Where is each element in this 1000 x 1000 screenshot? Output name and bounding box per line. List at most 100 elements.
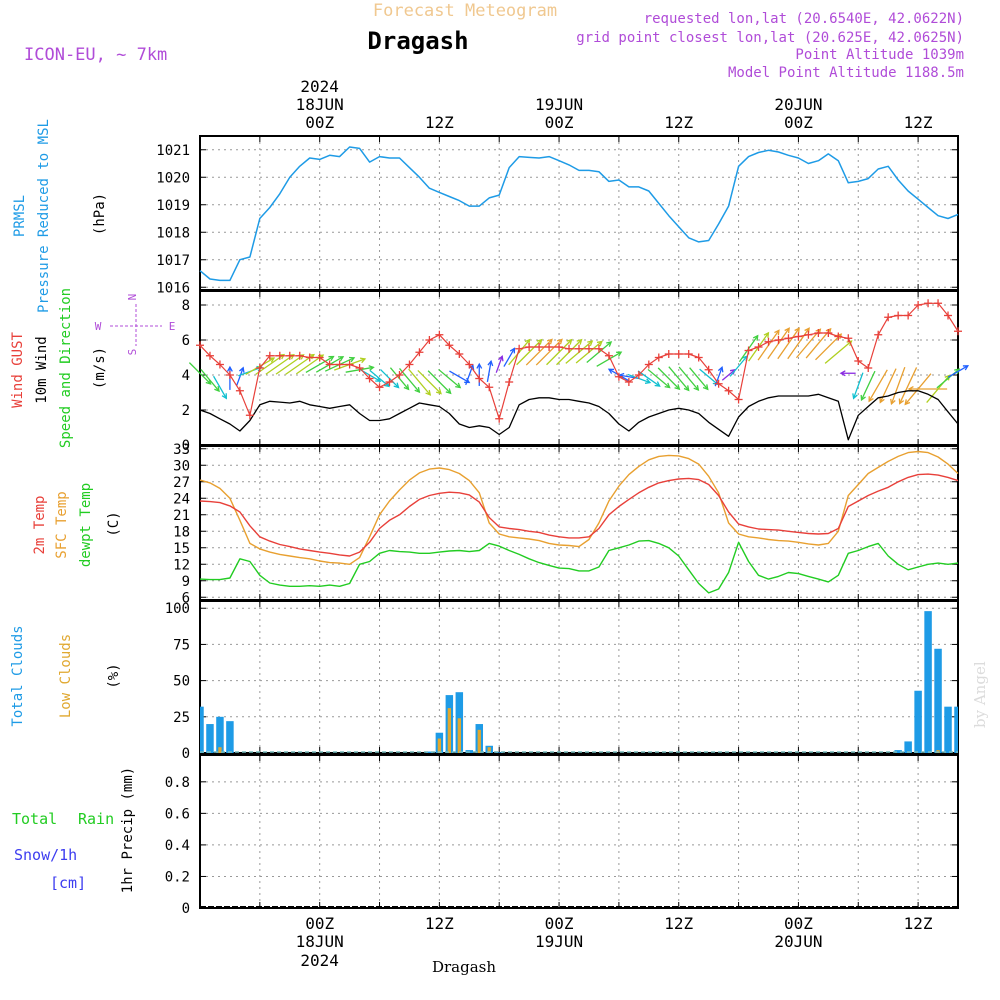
- label-precip-total: Total: [12, 810, 57, 828]
- wind-arrow-shaft: [188, 362, 212, 385]
- wind-arrow: [689, 367, 709, 391]
- total-cloud-bar: [904, 741, 912, 753]
- wind-arrow-shaft: [295, 354, 324, 375]
- wind-arrow-head: [616, 351, 623, 357]
- label-wind-gust: Wind GUST: [10, 332, 26, 408]
- wind-arrow-head: [268, 357, 276, 363]
- bottom-date-label: 19JUN: [535, 932, 583, 951]
- y-tick-label: 1018: [156, 225, 190, 241]
- top-time-label: 12Z: [664, 113, 693, 132]
- gust-marker: [644, 360, 653, 369]
- gust-marker: [954, 327, 962, 336]
- label-wind-unit: (m/s): [92, 347, 108, 389]
- footer-location: Dragash: [432, 958, 496, 976]
- bottom-time-label: 00Z: [305, 914, 334, 933]
- wind-arrow-shaft: [637, 370, 661, 387]
- wind-arrow-head: [425, 389, 432, 396]
- panel-frame: [199, 600, 959, 754]
- wind-arrow: [668, 366, 690, 392]
- wind-arrow-head: [524, 338, 531, 345]
- y-tick-label: 0: [182, 746, 190, 762]
- gust-marker: [814, 329, 823, 337]
- gust-marker: [754, 343, 763, 351]
- low-cloud-bar: [437, 738, 442, 753]
- wind-arrow-head: [414, 387, 421, 394]
- y-tick-label: 50: [173, 674, 190, 690]
- gust-marker: [315, 353, 324, 362]
- label-clouds-unit: (%): [106, 663, 122, 688]
- y-tick-label: 15: [173, 541, 190, 557]
- gust-marker: [664, 350, 673, 358]
- gust-marker: [884, 313, 893, 322]
- gridpoint-coords: grid point closest lon,lat (20.625E, 42.…: [576, 30, 964, 46]
- top-year-label: 2024: [300, 77, 339, 96]
- wind-arrow-head: [509, 347, 516, 354]
- wind-arrow: [815, 333, 843, 361]
- wind-arrow-shaft: [535, 338, 563, 366]
- label-pressure-unit: (hPa): [92, 193, 108, 235]
- wind-arrow-shaft: [699, 368, 719, 385]
- gust-marker: [784, 334, 793, 343]
- gust-marker: [694, 353, 703, 362]
- gust-marker: [415, 348, 424, 357]
- wind-arrow: [399, 367, 421, 394]
- wind-arrow-shaft: [236, 367, 244, 386]
- wind-arrow-shaft: [427, 370, 452, 394]
- wind-arrow-shaft: [495, 356, 503, 373]
- wind-arrow: [200, 369, 220, 393]
- label-precip-unit: 1hr Precip (mm): [120, 767, 136, 893]
- total-cloud-bar: [226, 721, 234, 753]
- gust-marker: [684, 350, 693, 358]
- top-date-label: 19JUN: [535, 95, 583, 114]
- wind-arrow-head: [868, 396, 874, 403]
- wind-arrow-shaft: [899, 367, 918, 404]
- gust-marker: [425, 336, 434, 344]
- y-tick-label: 0.4: [165, 838, 190, 854]
- wind-arrow-shaft: [399, 367, 420, 393]
- gust-marker: [465, 360, 474, 369]
- gust-marker: [525, 343, 534, 351]
- y-tick-label: 1017: [156, 253, 190, 269]
- wind-arrow: [805, 327, 832, 359]
- y-tick-label: 75: [173, 637, 190, 653]
- gust-marker: [555, 343, 564, 351]
- wind-arrow: [721, 368, 736, 381]
- wind-arrow-head: [536, 338, 543, 345]
- bottom-date-label: 20JUN: [774, 932, 822, 951]
- wind-arrow-head: [498, 355, 504, 362]
- y-tick-label: 6: [182, 590, 190, 606]
- top-date-label: 18JUN: [296, 95, 344, 114]
- wind-arrow-head: [644, 378, 652, 384]
- y-tick-label: 1019: [156, 198, 190, 214]
- y-tick-label: 21: [173, 508, 190, 524]
- wind-arrow: [503, 347, 516, 367]
- side-labels: PRMSL Pressure Reduced to MSL (hPa) Wind…: [10, 119, 175, 893]
- wind-arrow: [714, 366, 724, 387]
- gust-marker: [275, 351, 284, 360]
- compass-w: W: [95, 320, 102, 333]
- top-time-label: 12Z: [425, 113, 454, 132]
- total-cloud-bar: [954, 706, 958, 753]
- wind-arrow-shaft: [689, 367, 709, 390]
- gust-marker: [575, 344, 583, 353]
- wind-arrow-shaft: [668, 366, 690, 391]
- gust-marker: [594, 344, 603, 353]
- label-prmsl: PRMSL: [12, 195, 28, 237]
- gust-marker: [804, 330, 813, 339]
- wind-arrow-shaft: [868, 369, 888, 402]
- compass-s: S: [126, 349, 139, 356]
- gust-marker: [894, 311, 903, 320]
- gust-marker: [335, 360, 344, 369]
- label-precip-rain: Rain: [78, 810, 114, 828]
- y-tick-label: 1021: [156, 143, 190, 159]
- wind-arrow-shaft: [438, 368, 461, 389]
- wind-arrow-head: [654, 381, 661, 387]
- y-tick-label: 24: [173, 491, 190, 507]
- wind-arrow: [236, 366, 245, 386]
- wind-arrow-head: [674, 384, 681, 391]
- clouds-panel: 0 25 50 75 100: [165, 600, 959, 762]
- wind-arrow-shaft: [795, 328, 821, 359]
- location-title: Dragash: [367, 27, 468, 55]
